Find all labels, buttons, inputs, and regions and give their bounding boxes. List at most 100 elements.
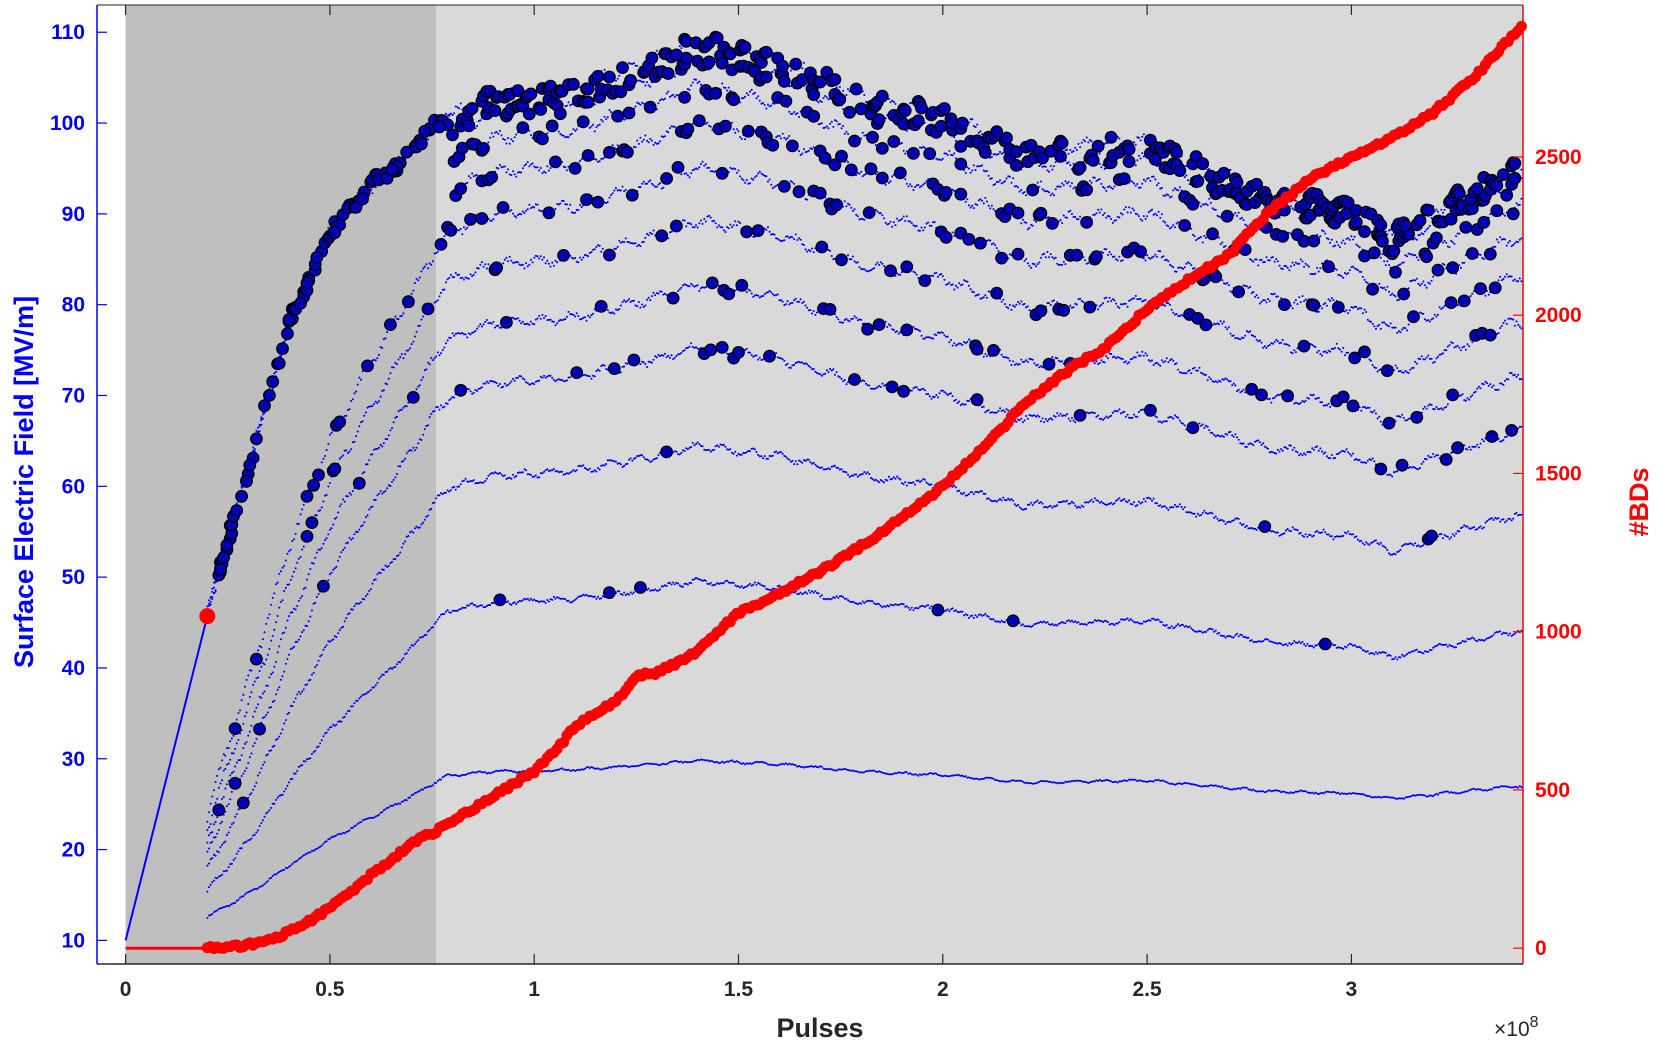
breakdown-marker bbox=[545, 119, 559, 133]
breakdown-marker bbox=[1255, 388, 1268, 402]
breakdown-marker bbox=[361, 359, 374, 373]
breakdown-marker bbox=[843, 105, 856, 119]
breakdown-marker bbox=[352, 476, 366, 490]
breakdown-marker bbox=[454, 383, 468, 397]
breakdown-marker bbox=[645, 51, 659, 65]
breakdown-marker bbox=[1389, 265, 1402, 279]
breakdown-marker bbox=[777, 74, 791, 88]
breakdown-marker bbox=[300, 276, 314, 290]
breakdown-marker bbox=[625, 188, 639, 202]
y-right-tick-label: 500 bbox=[1535, 779, 1570, 802]
breakdown-marker bbox=[328, 462, 342, 476]
breakdown-marker bbox=[446, 128, 459, 142]
breakdown-marker bbox=[727, 93, 740, 107]
breakdown-marker bbox=[939, 230, 953, 244]
breakdown-marker bbox=[835, 253, 848, 267]
breakdown-marker bbox=[681, 122, 695, 136]
breakdown-marker bbox=[704, 343, 718, 357]
breakdown-marker bbox=[833, 92, 847, 106]
breakdown-marker bbox=[1277, 298, 1291, 312]
x-tick-label: 3 bbox=[1346, 978, 1358, 1001]
breakdown-marker bbox=[1485, 430, 1499, 443]
breakdown-marker bbox=[228, 776, 242, 790]
breakdown-marker bbox=[1000, 131, 1013, 145]
breakdown-marker bbox=[1258, 520, 1272, 533]
breakdown-marker bbox=[897, 384, 910, 398]
y-left-tick-label: 30 bbox=[62, 748, 85, 771]
breakdown-marker bbox=[616, 61, 629, 74]
breakdown-marker bbox=[987, 344, 1000, 357]
breakdown-marker bbox=[228, 722, 242, 735]
breakdown-marker bbox=[864, 162, 878, 176]
breakdown-marker bbox=[1490, 179, 1504, 192]
breakdown-marker bbox=[1421, 203, 1435, 217]
breakdown-marker bbox=[918, 274, 932, 288]
breakdown-marker bbox=[1508, 156, 1522, 170]
breakdown-marker bbox=[594, 300, 608, 313]
breakdown-marker bbox=[1026, 183, 1040, 197]
breakdown-marker bbox=[1459, 220, 1473, 234]
breakdown-marker bbox=[990, 286, 1004, 300]
breakdown-marker bbox=[915, 101, 928, 115]
breakdown-marker bbox=[1220, 209, 1234, 223]
field-initial-ramp bbox=[124, 615, 209, 941]
breakdown-marker bbox=[557, 248, 570, 262]
breakdown-marker bbox=[1186, 197, 1200, 211]
breakdown-marker bbox=[384, 318, 397, 332]
breakdown-marker bbox=[406, 391, 420, 404]
breakdown-marker bbox=[1196, 157, 1210, 171]
breakdown-marker bbox=[715, 56, 729, 70]
breakdown-marker bbox=[634, 581, 647, 594]
breakdown-marker bbox=[1281, 389, 1294, 403]
breakdown-marker bbox=[660, 172, 673, 185]
breakdown-marker bbox=[954, 187, 968, 201]
breakdown-marker bbox=[433, 120, 446, 134]
breakdown-marker bbox=[542, 206, 556, 220]
breakdown-marker bbox=[1358, 345, 1371, 359]
breakdown-marker bbox=[253, 722, 267, 736]
breakdown-marker bbox=[493, 593, 507, 607]
breakdown-marker bbox=[249, 432, 263, 446]
breakdown-marker bbox=[759, 70, 773, 84]
breakdown-marker bbox=[603, 145, 616, 159]
breakdown-marker bbox=[310, 250, 324, 264]
breakdown-marker bbox=[938, 102, 951, 115]
breakdown-marker bbox=[807, 88, 821, 101]
breakdown-marker bbox=[1398, 219, 1412, 233]
breakdown-marker bbox=[581, 149, 595, 162]
breakdown-marker bbox=[1444, 296, 1458, 310]
breakdown-marker bbox=[1331, 300, 1345, 314]
breakdown-marker bbox=[715, 166, 729, 180]
right-axis-label: #BDs bbox=[1624, 467, 1654, 536]
breakdown-marker bbox=[1036, 151, 1049, 165]
breakdown-marker bbox=[516, 121, 530, 134]
breakdown-marker bbox=[866, 130, 879, 144]
breakdown-marker bbox=[1006, 614, 1020, 628]
breakdown-marker bbox=[970, 393, 984, 407]
breakdown-marker bbox=[884, 264, 897, 278]
breakdown-marker bbox=[1143, 403, 1157, 417]
breakdown-marker bbox=[1375, 234, 1389, 248]
breakdown-marker bbox=[1387, 244, 1401, 258]
breakdown-marker bbox=[1199, 318, 1213, 332]
breakdown-marker bbox=[465, 101, 479, 115]
y-left-tick-label: 80 bbox=[62, 294, 85, 317]
breakdown-marker bbox=[1483, 247, 1497, 261]
breakdown-marker bbox=[258, 399, 271, 413]
breakdown-marker bbox=[861, 322, 874, 336]
breakdown-marker bbox=[722, 287, 736, 301]
breakdown-marker bbox=[1230, 175, 1244, 189]
breakdown-marker bbox=[1276, 229, 1290, 243]
breakdown-marker bbox=[643, 100, 657, 114]
breakdown-markers bbox=[212, 30, 1522, 817]
breakdown-marker bbox=[243, 458, 257, 472]
breakdown-marker bbox=[1496, 168, 1510, 182]
field-level-1 bbox=[206, 758, 1523, 919]
breakdown-marker bbox=[464, 212, 477, 226]
breakdown-marker bbox=[709, 86, 722, 100]
breakdown-marker bbox=[276, 342, 289, 356]
breakdown-marker bbox=[1086, 153, 1100, 167]
breakdown-marker bbox=[581, 95, 595, 109]
breakdown-marker bbox=[705, 276, 719, 290]
breakdown-marker bbox=[300, 530, 314, 543]
